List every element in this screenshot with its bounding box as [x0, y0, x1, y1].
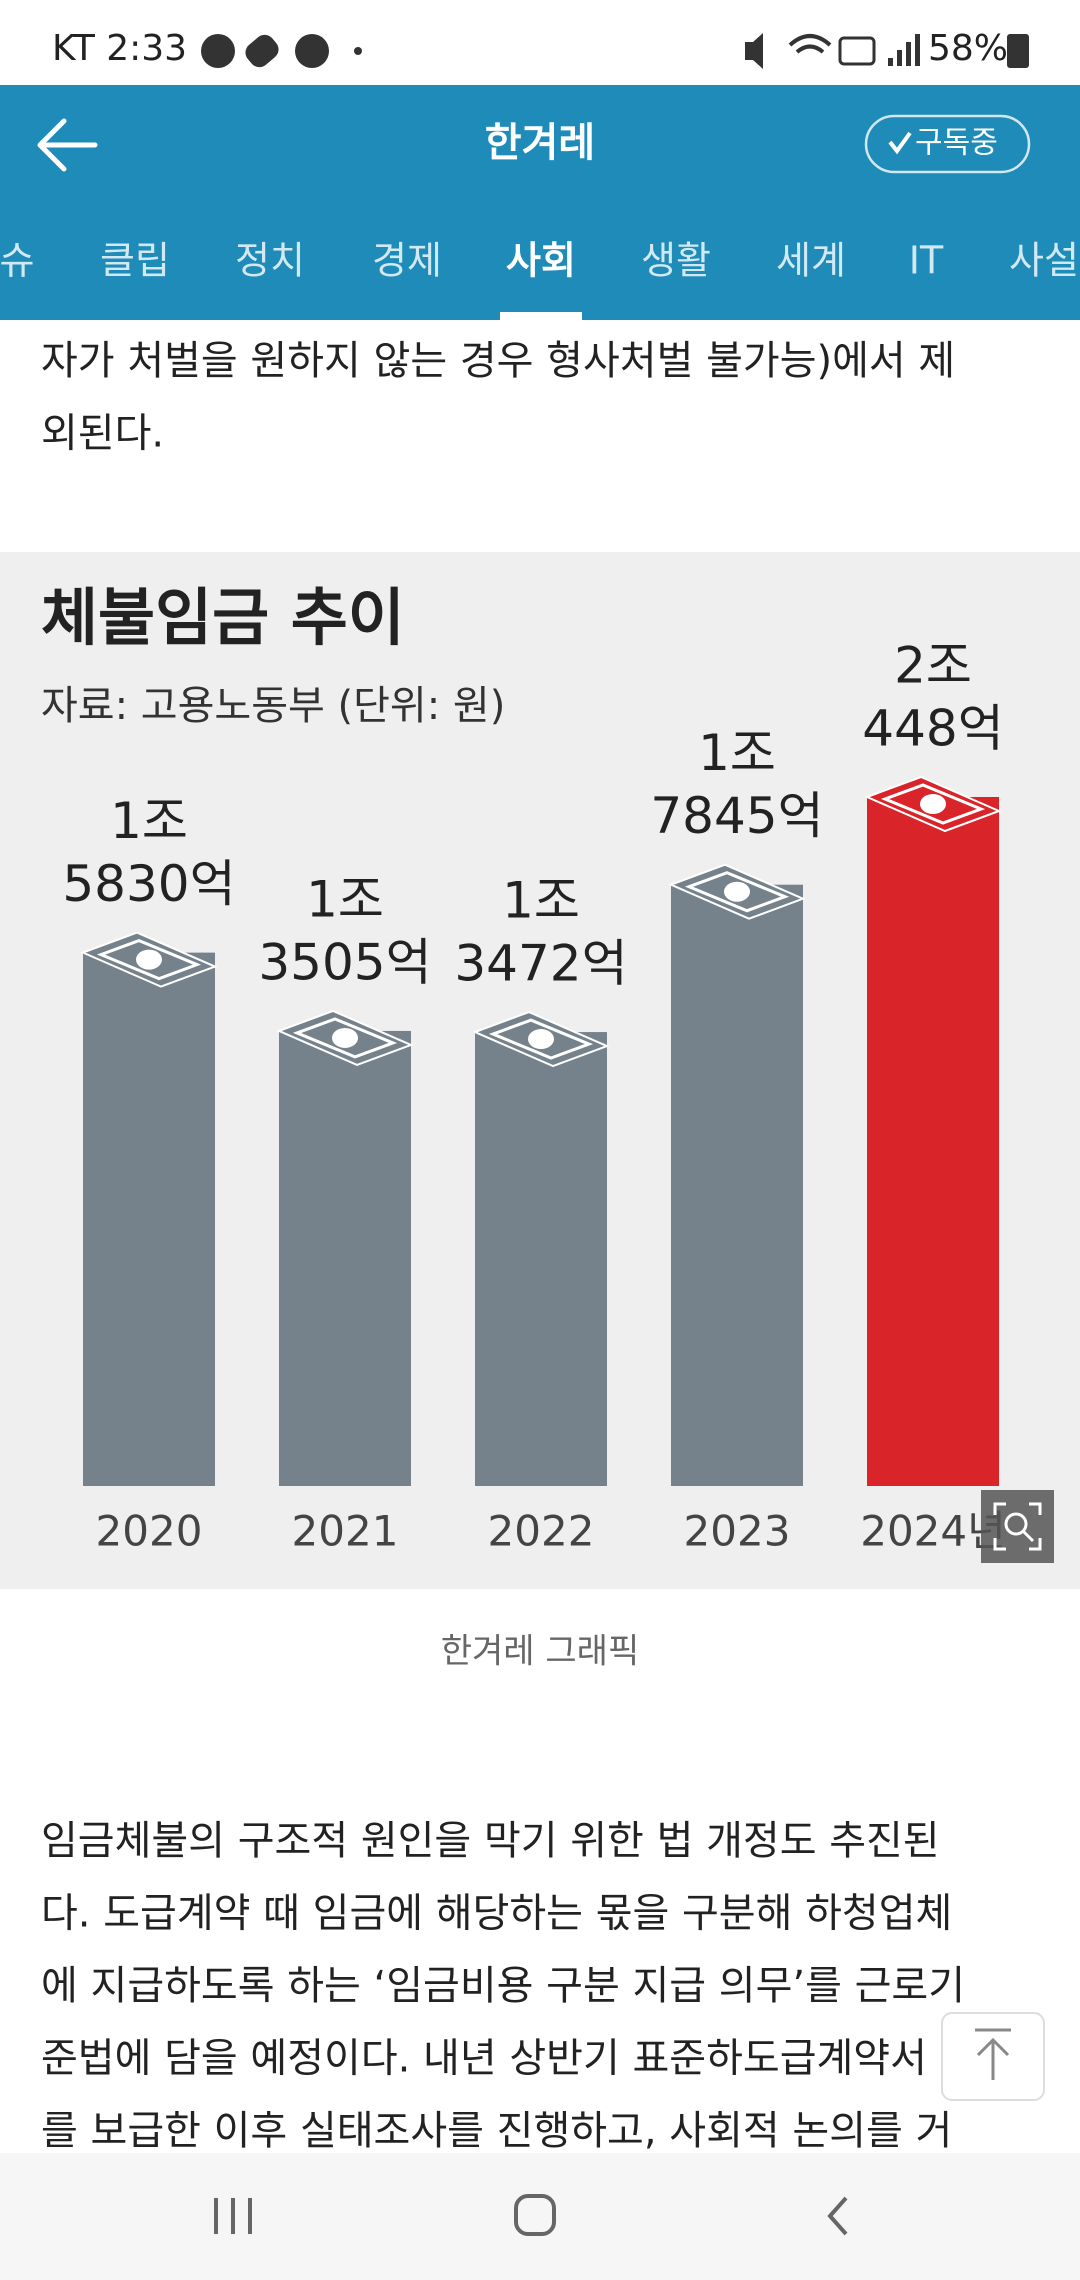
bar-cap-inner [684, 871, 790, 913]
zoom-icon [993, 1502, 1042, 1551]
paragraph-line: 외된다. [41, 411, 164, 457]
navigation-bar [0, 2153, 1080, 2280]
bar [867, 797, 999, 1486]
value-label: 3472억 [454, 935, 627, 993]
tab-bar: 슈 클립 정치 경제 사회 생활 세계 IT 사설 [0, 239, 1079, 320]
paragraph-line: 다. 도급계약 때 임금에 해당하는 몫을 구분해 하청업체 [41, 1891, 952, 1937]
bar-cap-dot [136, 949, 162, 970]
bar [475, 1032, 607, 1486]
bar-cap-inner [292, 1017, 398, 1059]
check-icon [888, 131, 912, 155]
tab[interactable]: 사회 [506, 239, 576, 283]
x-tick-label: 2023 [684, 1507, 791, 1556]
signal-icon [888, 34, 920, 66]
back-nav-button[interactable] [827, 2196, 848, 2236]
value-label: 3505억 [258, 933, 431, 991]
battery-icon [1007, 34, 1029, 68]
paragraph-line: 임금체불의 구조적 원인을 막기 위한 법 개정도 추진된 [41, 1818, 940, 1864]
header-title: 한겨레 [485, 120, 595, 166]
bar-cap-inner [488, 1018, 594, 1060]
zoom-icon [1004, 1512, 1028, 1536]
x-tick-label: 2022 [488, 1507, 595, 1556]
tab[interactable]: 슈 [0, 239, 34, 283]
hd-icon [838, 36, 876, 66]
tab-indicator [500, 312, 582, 320]
home-button[interactable] [514, 2194, 556, 2236]
tab[interactable]: IT [909, 239, 944, 283]
scroll-top-icon [975, 2028, 1011, 2080]
bar [279, 1030, 411, 1486]
tab[interactable]: 생활 [641, 239, 711, 283]
value-label: 1조 [502, 872, 580, 930]
x-tick-label: 2020 [96, 1507, 203, 1556]
chart: 1조5830억20201조3505억20211조3472억20221조7845억… [62, 637, 1005, 1556]
bar-cap-dot [724, 881, 750, 902]
zoom-icon [1021, 1529, 1035, 1543]
paragraph-line: 를 보급한 이후 실태조사를 진행하고, 사회적 논의를 거 [41, 2108, 952, 2154]
status-bar [0, 0, 1080, 85]
paragraph-line: 자가 처벌을 원하지 않는 경우 형사처벌 불가능)에서 제 [41, 338, 955, 384]
value-label: 448억 [862, 700, 1003, 758]
battery-text: 58% [928, 28, 1008, 69]
mute-icon [745, 33, 763, 69]
value-label: 2조 [894, 637, 972, 695]
bar-cap-dot [528, 1029, 554, 1050]
bar-cap-dot [332, 1027, 358, 1048]
tab[interactable]: 정치 [235, 239, 305, 283]
subscribe-button[interactable] [864, 114, 1031, 174]
image-caption: 한겨레 그래픽 [441, 1632, 640, 1672]
chart-title: 체불임금 추이 [41, 581, 405, 654]
bar-cap-inner [96, 938, 202, 981]
zoom-button[interactable] [981, 1490, 1054, 1563]
x-tick-label: 2021 [292, 1507, 399, 1556]
chart-subtitle: 자료: 고용노동부 (단위: 원) [41, 683, 505, 729]
tab[interactable]: 세계 [776, 239, 846, 283]
bar [83, 952, 215, 1486]
status-icon [201, 34, 235, 68]
bar-cap-dot [920, 794, 946, 814]
status-time: KT 2:33 [52, 28, 187, 69]
tab[interactable]: 사설 [1009, 239, 1079, 283]
value-label: 7845억 [650, 787, 823, 845]
paragraph-line: 준법에 담을 예정이다. 내년 상반기 표준하도급계약서 [41, 2036, 927, 2082]
value-label: 1조 [698, 724, 776, 782]
value-label: 1조 [110, 792, 188, 850]
status-icon [245, 34, 279, 68]
paragraph-line: 에 지급하도록 하는 ‘임금비용 구분 지급 의무’를 근로기 [41, 1963, 965, 2009]
subscribe-label: 구독중 [915, 126, 998, 161]
wifi-icon [788, 34, 832, 54]
value-label: 1조 [306, 870, 384, 928]
app-header [0, 85, 1080, 320]
bar [671, 884, 803, 1486]
bar-cap-inner [880, 783, 986, 825]
recent-apps-button[interactable] [214, 2198, 252, 2234]
tab[interactable]: 경제 [372, 239, 442, 283]
status-icon [295, 34, 329, 68]
status-dot [354, 47, 362, 55]
back-button[interactable] [37, 118, 98, 172]
value-label: 5830억 [62, 855, 235, 913]
tab[interactable]: 클립 [100, 239, 170, 283]
